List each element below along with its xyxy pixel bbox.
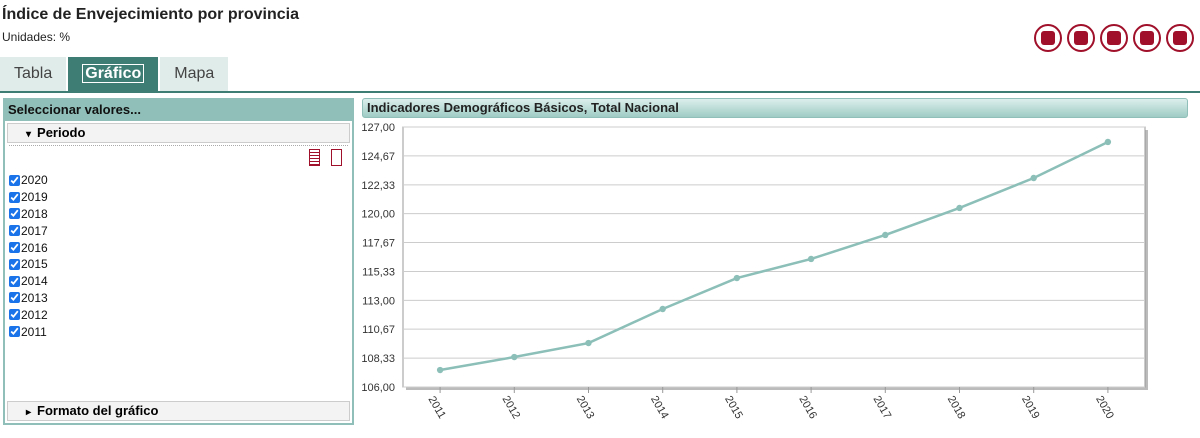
period-item: 2012 [7,306,352,323]
period-label: 2016 [21,240,48,255]
x-tick-label: 2012 [500,394,523,421]
panel-title: Seleccionar valores... [5,100,352,121]
x-tick-label: 2016 [796,394,819,421]
tab[interactable]: Gráfico [68,57,159,91]
period-label: 2019 [21,190,48,205]
period-item: 2011 [7,323,352,340]
download-button[interactable] [1067,24,1095,52]
tab[interactable]: Tabla [0,57,67,91]
point [436,366,444,374]
format-section[interactable]: Formato del gráfico [7,401,350,421]
line [439,140,1109,372]
x-tick-label: 2018 [945,394,968,421]
checkbox[interactable] [9,275,20,287]
checkbox[interactable] [9,174,20,186]
toolbar [1034,24,1194,52]
y-tick-label: 117,67 [362,238,395,250]
selection-panel: Seleccionar valores... Periodo 202020192… [3,98,354,425]
checkbox[interactable] [9,191,20,203]
chart: 106,00 108,33 110,67 113,00 115,33 117,67 120,… [361,122,1148,421]
period-label: 2012 [21,307,48,322]
section-header[interactable]: Periodo [7,123,350,143]
tabs: Tabla Gráfico Mapa [0,57,229,91]
y-tick-label: 124,67 [361,151,395,163]
y-tick-label: 115,33 [362,266,395,278]
point [733,274,741,282]
selection-tools [9,145,348,172]
tab[interactable]: Mapa [160,57,229,91]
period-item: 2013 [7,290,352,307]
y-tick-label: 127,00 [361,122,395,134]
tab-label: Gráfico [82,64,145,83]
y-tick-label: 108,33 [361,353,395,365]
point [659,305,666,313]
fullscreen-button[interactable] [1166,24,1194,52]
period-item: 2016 [7,239,352,256]
checkbox[interactable] [9,309,20,321]
x-tick-label: 2015 [722,394,745,421]
period-item: 2017 [7,222,352,239]
select-all[interactable] [309,149,320,166]
plot-area [402,126,1146,388]
checkbox[interactable] [9,292,20,304]
x-tick-label: 2019 [1019,394,1042,421]
point [807,255,815,263]
period-list: 2020 2019 2018 2017 2016 2015 2014 2013 2012 2011 [7,172,352,340]
settings-button[interactable] [1034,24,1062,52]
x-tick-label: 2011 [426,394,448,420]
period-label: 2011 [21,324,47,339]
point [1104,138,1112,146]
period-item: 2018 [7,206,352,223]
period-label: 2014 [21,274,48,289]
chart-title: Indicadores Demográficos Básicos, Total … [362,98,1188,118]
period-item: 2015 [7,256,352,273]
point [585,339,592,347]
period-item: 2020 [7,172,352,189]
period-label: 2020 [21,173,48,188]
page-title: Índice de Envejecimiento por provincia [2,6,299,23]
checkbox[interactable] [9,258,20,270]
x-tick-label: 2014 [648,394,671,421]
x-tick-label: 2013 [574,394,597,421]
checkbox[interactable] [9,326,20,338]
point [882,231,889,239]
x-tick-label: 2017 [871,394,894,421]
checkbox[interactable] [9,208,20,220]
y-tick-label: 106,00 [361,382,395,394]
embed-button[interactable] [1100,24,1128,52]
period-label: 2015 [21,257,48,272]
period-label: 2017 [21,223,48,238]
period-label: 2018 [21,206,48,221]
database-button[interactable] [1133,24,1161,52]
point [1030,174,1037,182]
checkbox[interactable] [9,242,20,254]
period-label: 2013 [21,290,48,305]
checkbox[interactable] [9,225,20,237]
units: Unidades: % [2,30,71,44]
y-tick-label: 113,00 [362,295,395,307]
point [956,204,963,212]
period-item: 2014 [7,273,352,290]
select-none[interactable] [331,149,342,166]
y-tick-label: 122,33 [361,180,395,192]
tab-label: Tabla [14,65,53,82]
tab-label: Mapa [174,65,215,82]
period-item: 2019 [7,189,352,206]
y-tick-label: 120,00 [361,209,395,221]
x-tick-label: 2020 [1093,394,1116,421]
point [511,353,518,361]
y-tick-label: 110,67 [362,324,395,336]
tab-line [0,91,1200,93]
